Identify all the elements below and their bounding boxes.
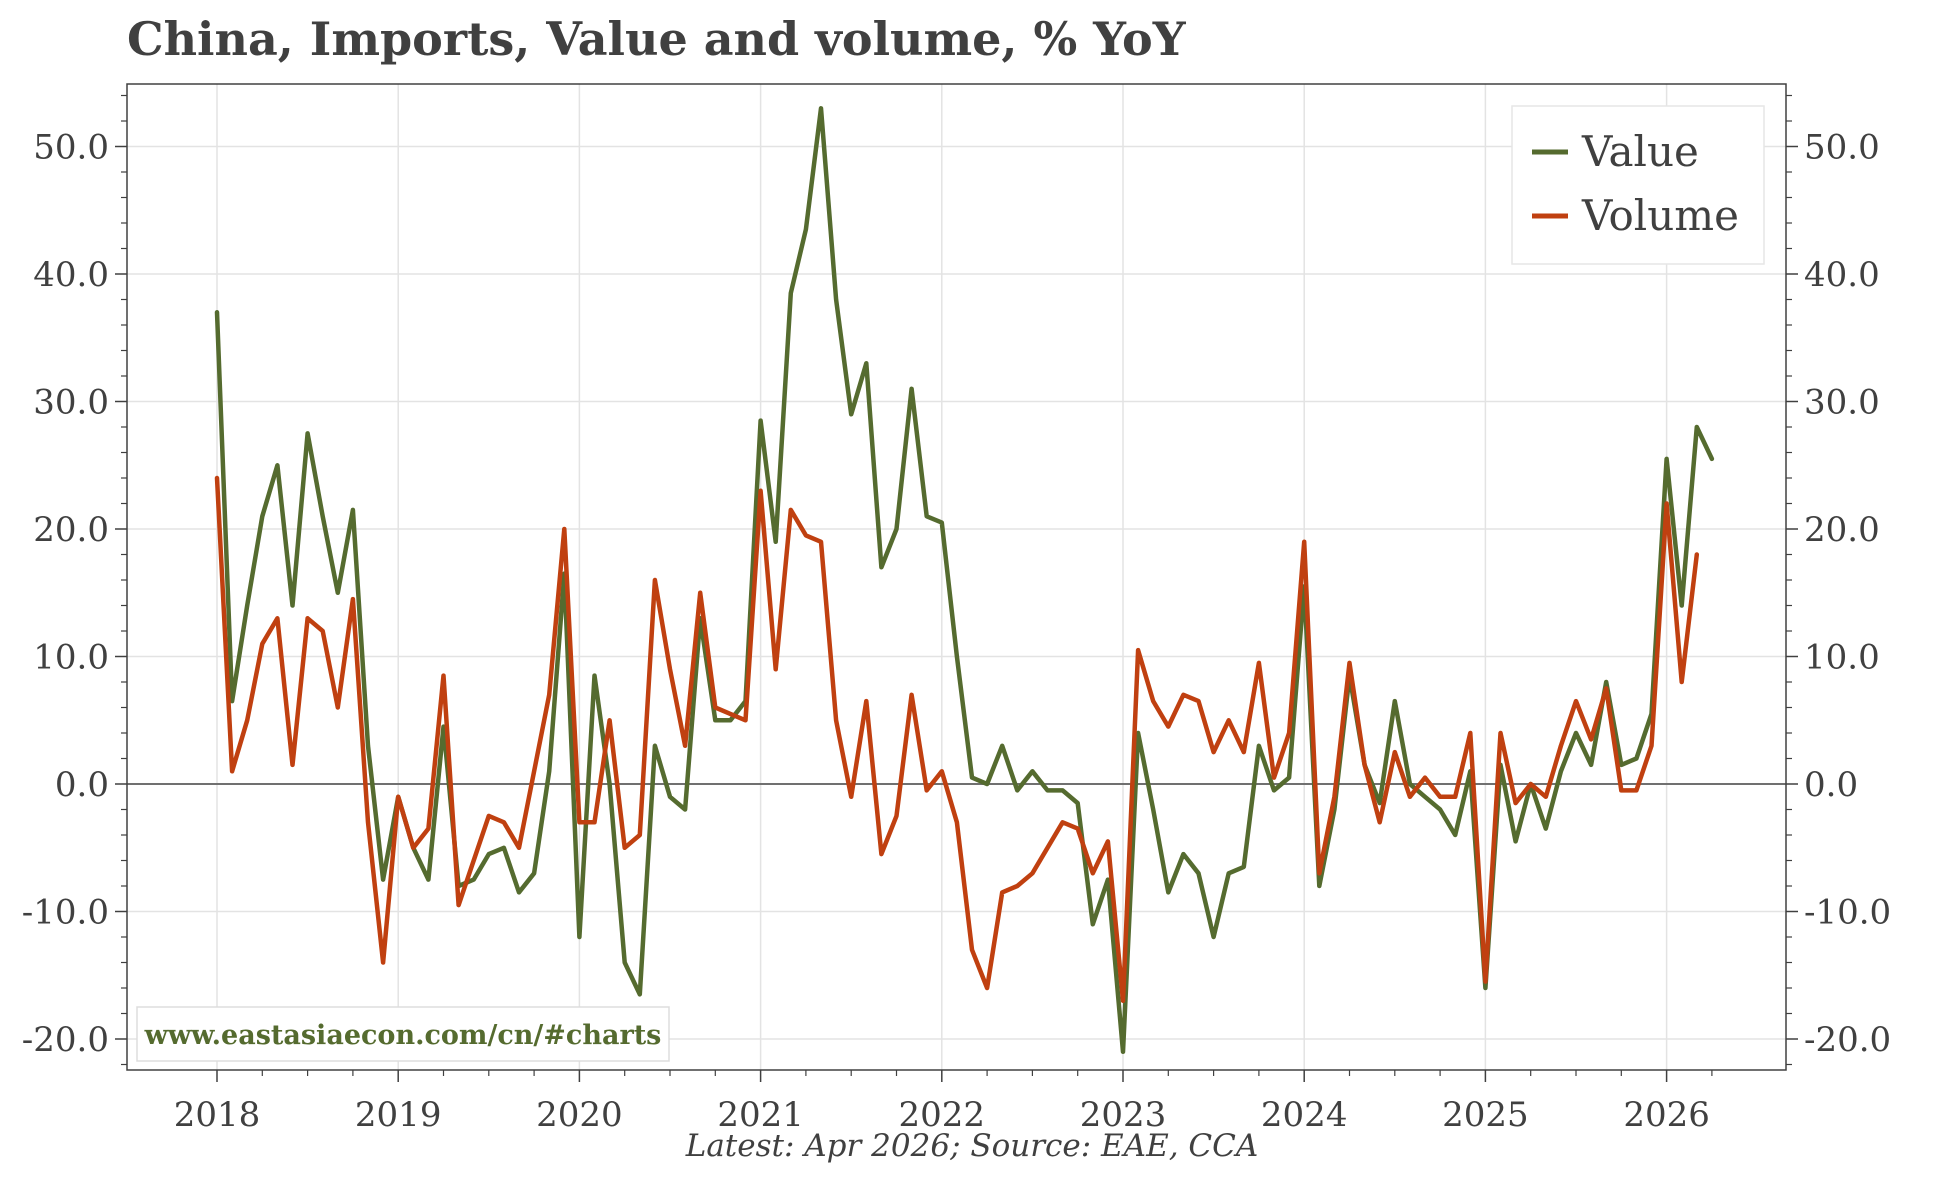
y-left-tick-label: 10.0 xyxy=(33,638,109,678)
y-right-tick-label: -20.0 xyxy=(1804,1020,1891,1060)
legend-box xyxy=(1511,105,1765,265)
y-left-tick-label: 30.0 xyxy=(33,383,109,423)
axis-ticks xyxy=(115,94,1798,1082)
y-right-tick-label: 50.0 xyxy=(1804,128,1880,168)
y-axis-left-labels: 50.0 40.0 30.0 20.0 10.0 0.0 -10.0 -20.0 xyxy=(22,128,109,1061)
y-right-tick-label: 0.0 xyxy=(1804,765,1858,805)
x-tick-label: 2023 xyxy=(1080,1095,1167,1135)
y-left-tick-label: 20.0 xyxy=(33,510,109,550)
y-right-tick-label: 20.0 xyxy=(1804,510,1880,550)
y-left-tick-label: -10.0 xyxy=(22,893,109,933)
plot-area xyxy=(127,84,1786,1070)
watermark: www.eastasiaecon.com/cn/#charts xyxy=(136,1006,670,1062)
y-left-tick-label: -20.0 xyxy=(22,1020,109,1060)
x-axis-labels: 2018 2019 2020 2021 2022 2023 2024 2025 2026 xyxy=(174,1095,1710,1135)
watermark-text: www.eastasiaecon.com/cn/#charts xyxy=(144,1020,662,1051)
y-left-tick-label: 40.0 xyxy=(33,255,109,295)
y-right-tick-label: 40.0 xyxy=(1804,255,1880,295)
legend-label-value: Value xyxy=(1581,127,1699,176)
y-left-tick-label: 50.0 xyxy=(33,128,109,168)
y-left-tick-label: 0.0 xyxy=(55,765,109,805)
legend-label-volume: Volume xyxy=(1581,191,1739,240)
y-right-tick-label: 30.0 xyxy=(1804,383,1880,423)
plot-frame xyxy=(126,83,1787,1071)
x-tick-label: 2019 xyxy=(355,1095,442,1135)
chart-title: China, Imports, Value and volume, % YoY xyxy=(127,12,1186,66)
y-axis-right-labels: 50.0 40.0 30.0 20.0 10.0 0.0 -10.0 -20.0 xyxy=(1804,128,1891,1061)
watermark-box xyxy=(136,1006,670,1062)
x-tick-label: 2024 xyxy=(1261,1095,1348,1135)
series-line-volume xyxy=(214,475,1700,1004)
x-tick-label: 2020 xyxy=(536,1095,623,1135)
y-right-tick-label: -10.0 xyxy=(1804,893,1891,933)
y-right-tick-label: 10.0 xyxy=(1804,638,1880,678)
x-tick-label: 2022 xyxy=(899,1095,986,1135)
x-tick-label: 2026 xyxy=(1623,1095,1710,1135)
legend: Value Volume xyxy=(1511,105,1765,265)
x-tick-label: 2021 xyxy=(717,1095,804,1135)
series-layer xyxy=(214,106,1715,1055)
x-tick-label: 2018 xyxy=(174,1095,261,1135)
source-note: Latest: Apr 2026; Source: EAE, CCA xyxy=(685,1128,1259,1164)
x-tick-label: 2025 xyxy=(1442,1095,1529,1135)
